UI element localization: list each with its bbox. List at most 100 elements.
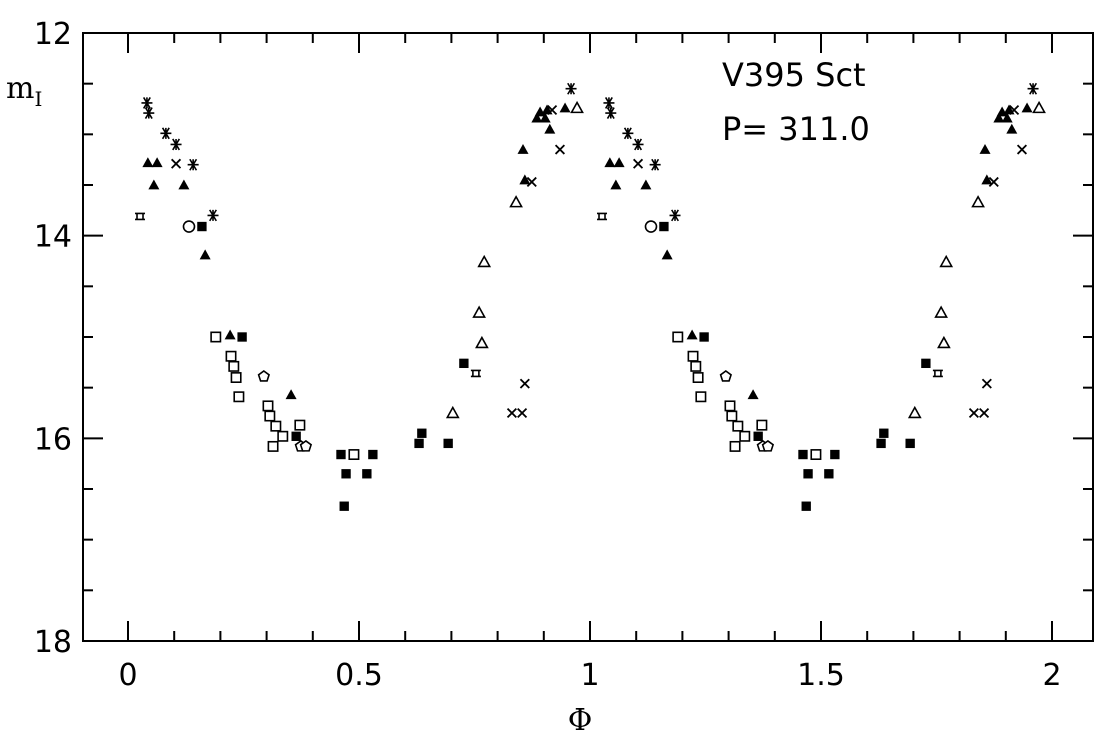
filled-square-point xyxy=(291,431,301,441)
open-triangle-point xyxy=(971,195,985,208)
asterisk-point xyxy=(170,138,182,151)
open-square-point xyxy=(270,420,282,432)
filled-triangle-point xyxy=(148,179,160,190)
plot-frame xyxy=(82,32,1094,642)
filled-square-point xyxy=(879,428,889,438)
filled-square-point xyxy=(824,469,834,479)
asterisk-point xyxy=(565,82,577,95)
open-pentagon-point xyxy=(299,439,313,452)
filled-triangle-point xyxy=(981,174,993,185)
cross-point xyxy=(517,407,528,419)
filled-triangle-point xyxy=(544,123,556,134)
star-name-annotation: V395 Sct xyxy=(722,56,866,94)
filled-square-point xyxy=(876,438,886,449)
open-triangle-point xyxy=(445,405,460,419)
open-square-point xyxy=(277,430,289,442)
asterisk-point xyxy=(141,97,153,109)
filled-triangle-point xyxy=(979,144,991,154)
filled-square-point xyxy=(803,469,813,479)
asterisk-point xyxy=(187,158,199,171)
cross-point xyxy=(988,176,999,187)
filled-triangle-point xyxy=(610,179,622,190)
tick-labels: 0 0.5 1 1.5 2 12 14 16 18 xyxy=(34,17,1062,693)
asterisk-point xyxy=(632,138,644,151)
open-square-point xyxy=(228,360,240,372)
y-tick-label: 14 xyxy=(34,220,72,255)
open-triangle-point xyxy=(939,254,954,268)
filled-square-point xyxy=(459,358,469,369)
asterisk-point xyxy=(1027,82,1039,95)
open-square-point xyxy=(267,440,279,452)
open-square-point xyxy=(264,410,276,422)
filled-triangle-point xyxy=(285,389,297,400)
filled-square-point xyxy=(414,438,424,449)
open-pentagon-point xyxy=(257,370,270,382)
filled-square-point xyxy=(237,332,247,342)
open-triangle-point xyxy=(907,405,922,419)
filled-square-point xyxy=(417,428,427,438)
cross-point xyxy=(519,378,530,389)
filled-triangle-point xyxy=(613,157,625,168)
filled-triangle-point xyxy=(604,157,616,168)
asterisk-point xyxy=(207,209,219,222)
cross-point xyxy=(633,158,644,169)
filled-triangle-point xyxy=(151,157,163,168)
filled-square-point xyxy=(798,449,808,460)
open-square-point xyxy=(672,331,684,343)
filled-square-point xyxy=(659,221,669,232)
cross-point xyxy=(554,144,566,155)
filled-triangle-point xyxy=(747,389,759,400)
filled-square-point xyxy=(753,431,763,441)
filled-triangle-point xyxy=(993,112,1005,123)
x-tick-label: 1.5 xyxy=(797,658,845,693)
cross-point xyxy=(981,378,992,389)
filled-square-point xyxy=(801,501,811,511)
filled-square-point xyxy=(197,221,207,232)
cross-point xyxy=(547,104,558,116)
open-square-point xyxy=(724,400,736,412)
open-pentagon-point xyxy=(761,439,775,452)
open-triangle-point xyxy=(937,335,951,349)
asterisk-point xyxy=(160,127,172,140)
cross-point xyxy=(506,407,517,419)
open-circle-point xyxy=(644,220,658,233)
y-tick-label: 12 xyxy=(34,17,72,52)
asterisk-point xyxy=(669,209,681,222)
open-square-point xyxy=(348,449,360,461)
open-square-point xyxy=(262,400,274,412)
filled-triangle-point xyxy=(224,329,236,340)
filled-square-point xyxy=(368,449,378,460)
open-square-point xyxy=(294,419,306,431)
open-triangle-point xyxy=(509,195,523,208)
filled-triangle-point xyxy=(1006,123,1018,134)
open-square-point xyxy=(233,391,245,403)
open-triangle-point xyxy=(934,305,948,318)
filled-triangle-point xyxy=(539,112,551,123)
y-tick-label: 18 xyxy=(34,625,72,660)
asterisk-point xyxy=(622,127,634,140)
open-square-point xyxy=(230,372,242,383)
filled-triangle-point xyxy=(178,179,190,190)
filled-triangle-point xyxy=(199,249,211,260)
cross-point xyxy=(1009,104,1020,116)
filled-triangle-point xyxy=(661,249,673,260)
asterisk-point xyxy=(605,107,617,119)
open-square-point xyxy=(810,449,822,461)
cross-point xyxy=(171,158,182,169)
filled-square-point xyxy=(341,469,351,479)
open-triangle-point xyxy=(472,305,486,318)
cross-point xyxy=(968,407,979,419)
x-tick-label: 1 xyxy=(580,658,599,693)
y-axis-label-sub: I xyxy=(34,87,42,111)
open-square-point xyxy=(756,419,768,431)
open-triangle-point xyxy=(475,335,489,349)
open-square-point xyxy=(739,430,751,442)
open-circle-point xyxy=(182,220,196,233)
open-square-point xyxy=(210,331,222,343)
filled-triangle-point xyxy=(142,157,154,168)
tick-square-point xyxy=(470,369,481,378)
filled-square-point xyxy=(339,501,349,511)
filled-square-point xyxy=(830,449,840,460)
cross-point xyxy=(1016,144,1028,155)
open-square-point xyxy=(225,350,237,362)
